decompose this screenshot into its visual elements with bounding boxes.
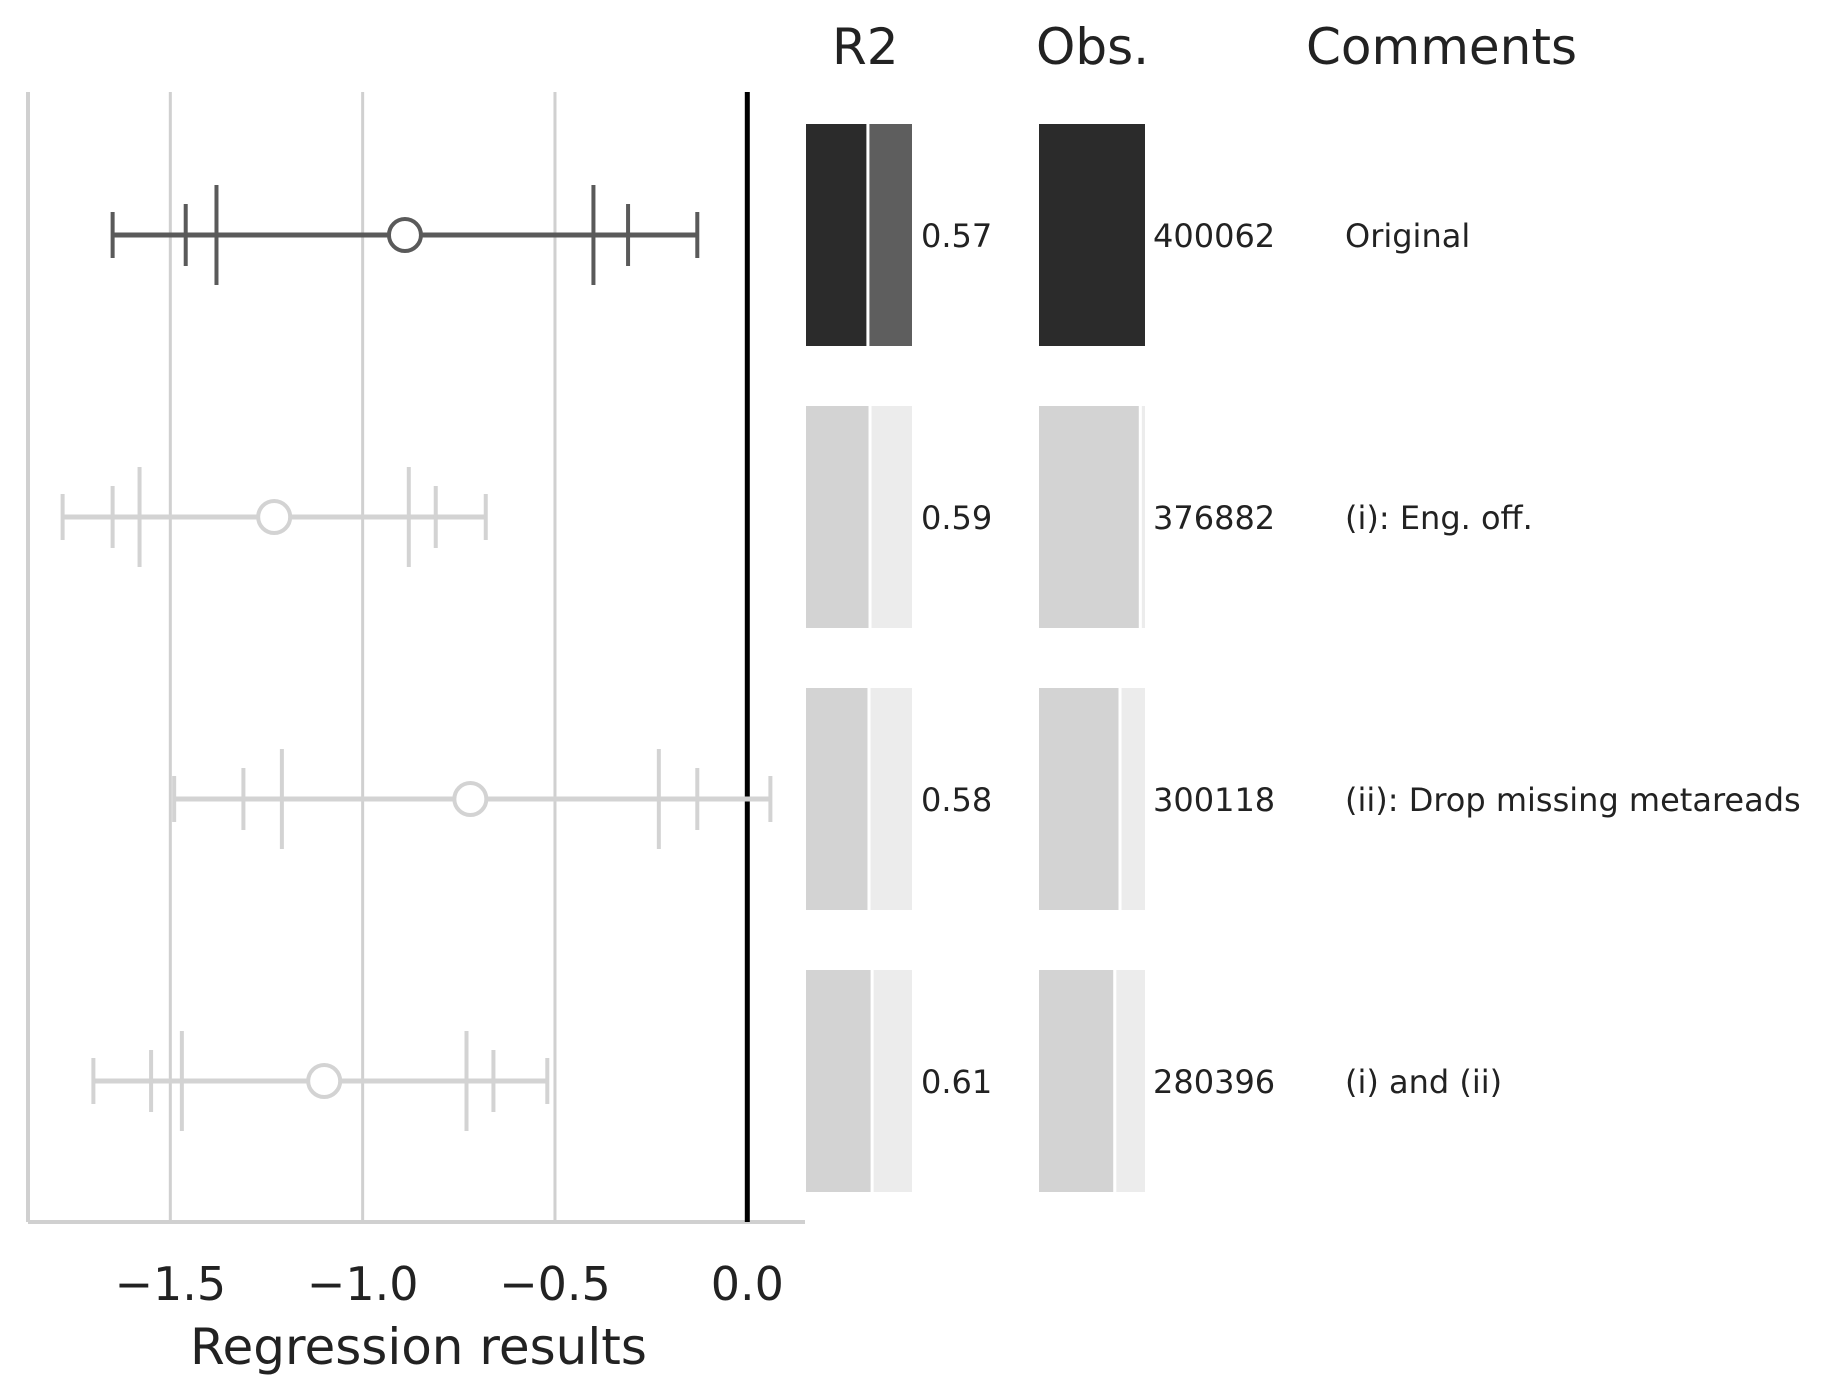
- r2-value-label: 0.57: [921, 217, 992, 255]
- r2-value-label: 0.59: [921, 499, 992, 537]
- point-estimate-marker: [256, 499, 293, 535]
- obs-bar: [1039, 406, 1139, 628]
- r2-bar: [806, 688, 868, 910]
- grid-lines: [168, 92, 557, 1222]
- comment-label: (i) and (ii): [1345, 1063, 1502, 1101]
- x-tick-label: −1.0: [307, 1257, 419, 1311]
- point-estimate-marker: [306, 1063, 343, 1099]
- obs-bar: [1039, 124, 1145, 346]
- r2-bar: [806, 970, 871, 1192]
- comment-label: Original: [1345, 217, 1470, 255]
- axes: −1.5 −1.0 −0.5 0.0: [26, 92, 805, 1311]
- stat-bars: [806, 124, 1145, 1192]
- r2-column-header: R2: [832, 18, 899, 76]
- obs-bar: [1039, 970, 1114, 1192]
- x-tick-label: −0.5: [499, 1257, 611, 1311]
- r2-bar: [806, 124, 867, 346]
- x-tick-label: 0.0: [711, 1257, 784, 1311]
- comment-label: (i): Eng. off.: [1345, 499, 1533, 537]
- obs-value-label: 280396: [1153, 1063, 1275, 1101]
- comment-label: (ii): Drop missing metareads: [1345, 781, 1801, 819]
- x-tick-label: −1.5: [114, 1257, 226, 1311]
- r2-bar: [806, 406, 869, 628]
- point-estimate-marker: [386, 217, 423, 253]
- obs-bar: [1039, 688, 1119, 910]
- r2-value-label: 0.61: [921, 1063, 992, 1101]
- obs-column-header: Obs.: [1036, 18, 1150, 76]
- x-axis-label: Regression results: [190, 1318, 647, 1376]
- row-labels: 0.57 400062 Original 0.59 376882 (i): Eng. of…: [921, 217, 1801, 1101]
- regression-rows: [60, 185, 773, 1131]
- r2-value-label: 0.58: [921, 781, 992, 819]
- obs-value-label: 376882: [1153, 499, 1275, 537]
- comments-column-header: Comments: [1306, 18, 1578, 76]
- obs-value-label: 300118: [1153, 781, 1275, 819]
- point-estimate-marker: [452, 781, 489, 817]
- obs-value-label: 400062: [1153, 217, 1275, 255]
